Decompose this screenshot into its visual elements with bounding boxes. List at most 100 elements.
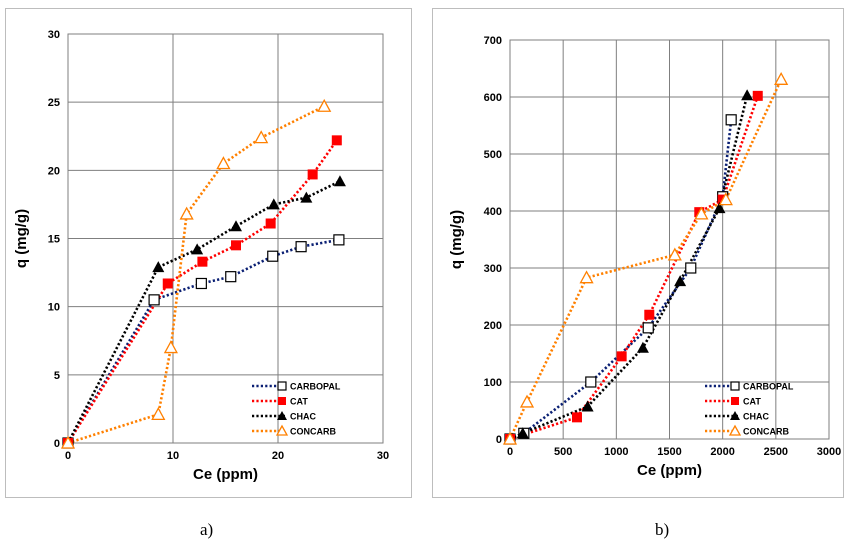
data-point: [333, 175, 346, 187]
y-axis-title: q (mg/g): [448, 210, 465, 269]
x-axis-title: Ce (ppm): [637, 462, 702, 479]
chart-panel-a: 0 10 20 30 0 5 10 15 20 25 30 Ce (ppm) q (mg/g) CARBO…: [5, 8, 412, 498]
x-tick-label: 1000: [604, 446, 628, 458]
data-point: [216, 156, 231, 170]
data-point: [317, 98, 332, 112]
data-point: [307, 169, 318, 180]
data-point: [642, 322, 654, 334]
series-markers-cat: [505, 90, 763, 444]
x-tick-label: 0: [507, 446, 513, 458]
y-tick-label: 400: [484, 206, 502, 218]
data-point: [195, 277, 207, 290]
data-point: [581, 400, 594, 412]
y-tick-label: 20: [48, 165, 60, 177]
y-tick-label: 0: [54, 438, 60, 450]
x-tick-label: 10: [167, 450, 179, 462]
x-axis-title: Ce (ppm): [193, 466, 258, 483]
x-tick-label: 2000: [710, 446, 734, 458]
series-markers-concarb: [60, 98, 332, 449]
legend-label: CAT: [290, 397, 308, 407]
caption-a: a): [200, 520, 214, 539]
series-markers-carbopal: [504, 114, 737, 445]
x-tick-label: 3000: [817, 446, 841, 458]
data-point: [179, 206, 194, 220]
series-line-concarb: [508, 78, 783, 440]
data-point: [163, 340, 178, 354]
data-point: [267, 250, 279, 262]
y-tick-label: 25: [48, 97, 60, 109]
legend-label: CONCARB: [743, 427, 789, 437]
data-point: [519, 394, 535, 408]
data-point: [197, 256, 208, 267]
series-line-concarb: [67, 105, 325, 445]
legend-marker: [277, 381, 287, 391]
x-tick-label: 20: [272, 450, 284, 462]
data-point: [267, 198, 280, 210]
data-point: [741, 89, 754, 101]
legend-marker: [728, 424, 742, 436]
data-point: [752, 90, 763, 101]
data-point: [148, 294, 160, 306]
data-point: [295, 241, 307, 253]
legend: CARBOPAL CAT CHAC CONCARB: [252, 381, 341, 437]
data-point: [571, 412, 582, 423]
data-point: [331, 135, 342, 146]
chart-a: 0 10 20 30 0 5 10 15 20 25 30 Ce (ppm) q (mg/g) CARBO…: [13, 29, 389, 483]
data-point: [685, 262, 697, 274]
data-point: [300, 191, 313, 203]
y-tick-label: 30: [48, 29, 60, 41]
x-tick-label: 30: [377, 450, 389, 462]
chart-panel-b: 0 500 1000 1500 2000 2500 3000 0 100 200 300 400 500…: [432, 8, 844, 498]
y-tick-label: 600: [484, 92, 502, 104]
legend-marker: [730, 381, 740, 391]
x-tick-label: 500: [554, 446, 572, 458]
data-point: [579, 270, 594, 284]
legend: CARBOPAL CAT CHAC CONCARB: [705, 381, 794, 437]
data-point: [60, 435, 76, 449]
data-point: [585, 376, 597, 388]
legend-marker: [731, 397, 739, 405]
data-point: [674, 275, 687, 287]
y-tick-label: 100: [484, 377, 502, 389]
data-point: [254, 130, 269, 144]
y-tick-label: 500: [484, 149, 502, 161]
data-point: [162, 278, 173, 289]
y-tick-label: 15: [48, 234, 60, 246]
legend-marker: [278, 397, 286, 405]
data-point: [667, 247, 682, 261]
y-tick-label: 200: [484, 320, 502, 332]
data-point: [694, 206, 709, 220]
series-markers-chac: [62, 175, 346, 448]
y-tick-label: 10: [48, 302, 60, 314]
y-axis-title: q (mg/g): [13, 209, 30, 268]
y-tick-label: 0: [496, 434, 502, 446]
data-point: [231, 240, 241, 251]
data-point: [718, 192, 733, 206]
data-point: [616, 351, 627, 362]
legend-label: CHAC: [743, 412, 769, 422]
series-markers-concarb: [502, 71, 789, 445]
y-tick-label: 700: [484, 35, 502, 47]
legend-label: CARBOPAL: [743, 382, 794, 392]
data-point: [502, 431, 518, 445]
chart-b: 0 500 1000 1500 2000 2500 3000 0 100 200 300 400 500…: [448, 35, 841, 479]
legend-label: CARBOPAL: [290, 382, 341, 392]
series-line-carbopal: [509, 119, 733, 441]
legend-marker: [730, 411, 740, 420]
y-tick-label: 300: [484, 263, 502, 275]
data-point: [152, 261, 165, 273]
data-point: [333, 234, 345, 246]
caption-b: b): [655, 520, 670, 539]
x-tick-label: 0: [65, 450, 71, 462]
data-point: [774, 71, 789, 85]
data-point: [230, 220, 242, 232]
data-point: [191, 243, 204, 255]
data-point: [225, 271, 237, 283]
x-tick-label: 2500: [764, 446, 788, 458]
legend-marker: [277, 411, 287, 420]
legend-label: CONCARB: [290, 427, 336, 437]
data-point: [713, 202, 726, 214]
legend-marker: [275, 424, 289, 436]
data-point: [644, 309, 655, 320]
data-point: [725, 114, 737, 126]
